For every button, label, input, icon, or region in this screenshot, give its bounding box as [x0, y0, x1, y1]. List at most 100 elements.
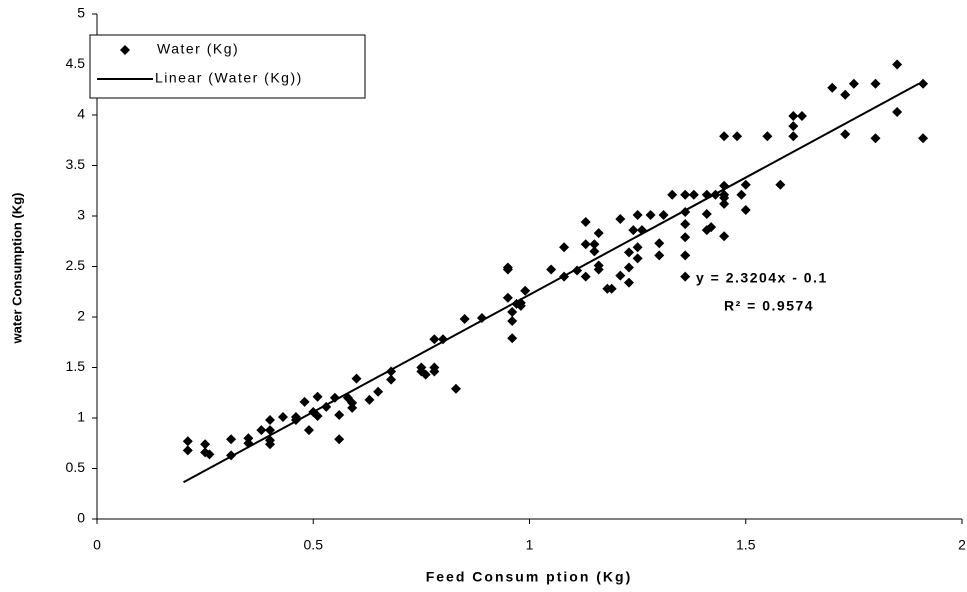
trend-r2: R² = 0.9574 — [724, 298, 814, 314]
point — [265, 415, 275, 426]
y-tick-label: 5 — [77, 5, 85, 21]
y-axis-title: water Consumption (Kg) — [9, 193, 24, 345]
point — [688, 189, 699, 200]
y-tick-label: 3 — [77, 207, 85, 223]
point — [680, 232, 691, 243]
point — [632, 209, 643, 220]
point — [623, 277, 634, 288]
point — [632, 242, 643, 253]
point — [645, 209, 656, 220]
x-tick-label: 0.5 — [304, 537, 324, 553]
point — [312, 410, 323, 421]
point — [740, 179, 751, 190]
point — [277, 411, 288, 422]
point — [312, 391, 323, 402]
point — [680, 250, 691, 261]
y-tick-label: 0.5 — [66, 459, 86, 475]
legend-label: Linear (Water (Kg)) — [155, 70, 303, 86]
y-tick-label: 2.5 — [66, 257, 86, 273]
legend-box — [89, 34, 366, 99]
point — [559, 242, 570, 253]
point — [438, 334, 448, 345]
point — [459, 314, 470, 325]
point — [520, 285, 531, 296]
point — [334, 409, 345, 420]
legend-label: Water (Kg) — [157, 41, 239, 57]
point — [386, 374, 397, 385]
x-tick-label: 1.5 — [736, 537, 756, 553]
point — [507, 316, 518, 327]
point — [840, 129, 851, 140]
point — [347, 397, 358, 408]
point — [667, 189, 678, 200]
point — [796, 111, 807, 122]
y-tick-label: 1 — [77, 409, 85, 425]
point — [788, 121, 799, 132]
point — [827, 82, 838, 93]
point — [848, 78, 859, 89]
point — [182, 436, 193, 447]
point — [736, 189, 747, 200]
point — [719, 198, 730, 209]
y-tick-label: 0 — [77, 510, 85, 526]
point — [429, 366, 440, 377]
point — [580, 271, 591, 282]
point — [580, 217, 591, 228]
trend-equation: y = 2.3204x - 0.1 — [696, 270, 828, 286]
point — [788, 131, 799, 142]
point — [740, 204, 751, 215]
point — [351, 373, 362, 384]
point — [870, 133, 881, 144]
point — [507, 306, 518, 317]
point — [680, 189, 691, 200]
point — [200, 439, 211, 450]
point — [623, 262, 634, 273]
point — [450, 383, 461, 394]
point — [918, 78, 929, 89]
point — [719, 231, 730, 242]
point — [589, 246, 600, 257]
trendline — [183, 82, 920, 484]
point — [204, 449, 215, 460]
point — [303, 425, 314, 436]
point — [606, 283, 617, 294]
point — [476, 313, 487, 324]
point — [373, 386, 384, 397]
point — [892, 106, 903, 117]
point — [364, 394, 375, 405]
point — [299, 396, 310, 407]
x-axis-title: Feed Consum ption (Kg) — [426, 569, 633, 585]
y-tick-label: 4 — [77, 106, 85, 122]
point — [429, 334, 440, 345]
point — [654, 250, 665, 261]
y-tick-label: 2 — [77, 308, 85, 324]
point — [628, 225, 639, 236]
point — [420, 369, 431, 380]
point — [347, 402, 358, 413]
point — [502, 262, 513, 273]
point — [680, 271, 691, 282]
point — [706, 222, 717, 233]
y-tick-label: 3.5 — [66, 156, 86, 172]
point — [615, 214, 626, 225]
x-tick-label: 2 — [958, 537, 966, 553]
point — [623, 247, 634, 258]
point — [265, 425, 275, 436]
point — [329, 392, 340, 403]
point — [507, 333, 518, 344]
point — [892, 59, 903, 70]
point — [762, 131, 773, 142]
point — [870, 78, 881, 89]
point — [632, 253, 643, 264]
point — [719, 131, 730, 142]
point — [182, 445, 193, 456]
point — [701, 208, 712, 219]
point — [589, 239, 600, 250]
point — [732, 131, 743, 142]
point — [546, 264, 557, 275]
point — [334, 434, 345, 445]
point — [775, 179, 786, 190]
point — [680, 219, 691, 230]
point — [243, 433, 254, 444]
